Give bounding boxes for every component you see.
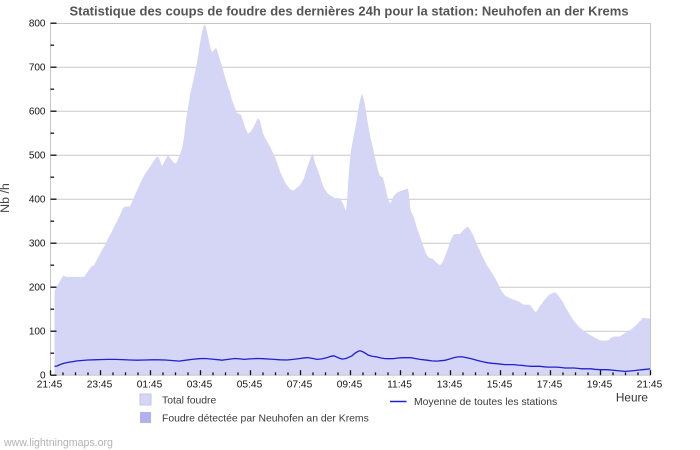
svg-text:01:45: 01:45 — [137, 379, 163, 390]
svg-text:Foudre détectée par Neuhofen a: Foudre détectée par Neuhofen an der Krem… — [162, 414, 369, 425]
svg-text:07:45: 07:45 — [287, 379, 313, 390]
svg-text:700: 700 — [29, 63, 46, 74]
svg-text:Moyenne de toutes les stations: Moyenne de toutes les stations — [414, 397, 557, 408]
svg-text:300: 300 — [29, 239, 46, 250]
svg-text:21:45: 21:45 — [37, 379, 63, 390]
svg-text:Nb /h: Nb /h — [0, 183, 12, 213]
svg-text:21:45: 21:45 — [637, 379, 663, 390]
svg-text:www.lightningmaps.org: www.lightningmaps.org — [3, 437, 113, 449]
svg-text:Heure: Heure — [616, 391, 649, 405]
svg-text:800: 800 — [29, 19, 46, 30]
svg-text:Statistique des coups de foudr: Statistique des coups de foudre des dern… — [69, 4, 628, 19]
svg-text:17:45: 17:45 — [537, 379, 563, 390]
svg-text:100: 100 — [29, 327, 46, 338]
svg-text:03:45: 03:45 — [187, 379, 213, 390]
svg-text:11:45: 11:45 — [387, 379, 412, 390]
svg-text:23:45: 23:45 — [87, 379, 113, 390]
svg-text:19:45: 19:45 — [587, 379, 613, 390]
svg-text:Total foudre: Total foudre — [162, 396, 217, 407]
svg-text:600: 600 — [29, 107, 46, 118]
svg-text:05:45: 05:45 — [237, 379, 263, 390]
svg-text:400: 400 — [29, 195, 46, 206]
svg-text:09:45: 09:45 — [337, 379, 363, 390]
svg-text:500: 500 — [29, 151, 46, 162]
svg-text:15:45: 15:45 — [487, 379, 513, 390]
svg-text:13:45: 13:45 — [437, 379, 463, 390]
svg-text:0: 0 — [40, 371, 46, 382]
svg-text:200: 200 — [29, 283, 46, 294]
